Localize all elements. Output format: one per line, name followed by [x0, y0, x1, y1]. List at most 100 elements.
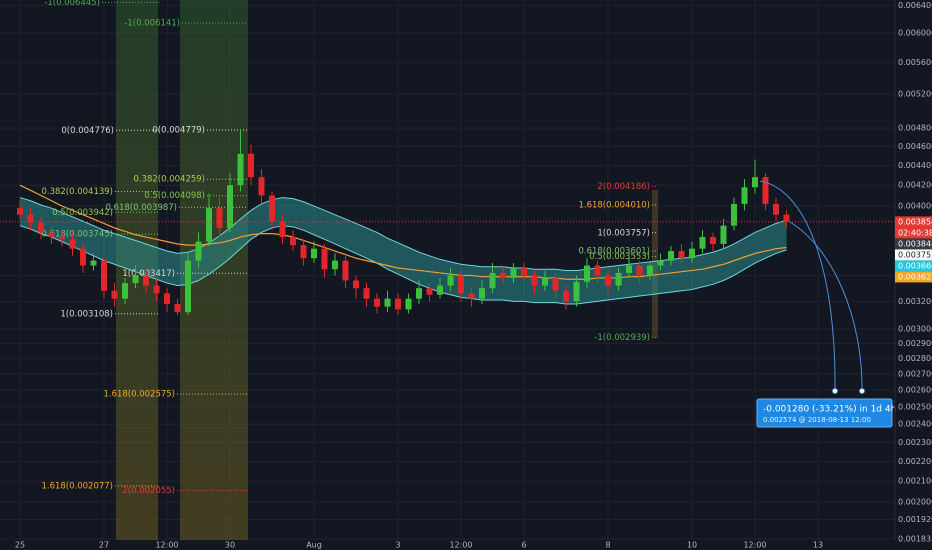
candle-body — [678, 251, 685, 259]
candle-body — [269, 195, 275, 222]
fib-label: 0(0.004776) — [61, 126, 114, 136]
price-tag-label: 0.003854 — [898, 217, 932, 226]
candle-body — [510, 267, 517, 278]
candle-body — [395, 298, 401, 310]
plot: -1(0.006445) -1(0.006141) 0(0.004776) 0(0.0… — [0, 0, 895, 496]
countdown-tag — [895, 227, 932, 239]
candle-body — [69, 239, 76, 249]
projection-point — [832, 388, 838, 394]
fib-label: 0(0.004779) — [152, 126, 205, 136]
candle-body — [48, 232, 55, 238]
candle-body — [363, 288, 370, 299]
candle-body — [720, 225, 727, 244]
countdown: 02:40:38 — [898, 228, 932, 237]
band-area — [20, 197, 787, 305]
fib-label: -1(0.006445) — [44, 0, 100, 8]
candle-body — [321, 248, 328, 270]
price-tag — [895, 216, 932, 228]
fib-label: 0.5(0.003942) — [52, 208, 113, 218]
candle-body — [615, 272, 622, 286]
x-tick-label: 13 — [813, 541, 823, 550]
candle-body — [206, 208, 212, 242]
candle-body — [237, 153, 244, 186]
candle-body — [258, 177, 265, 196]
price-tag — [895, 260, 932, 272]
fib-label: 1(0.003108) — [60, 309, 113, 319]
candle-body — [689, 248, 695, 259]
candle-body — [468, 293, 475, 299]
fib-label: 0.618(0.003987) — [105, 203, 177, 213]
candle-body — [500, 272, 506, 278]
candle-body — [300, 245, 307, 259]
fib-label: 1(0.003417) — [122, 269, 175, 279]
candle-body — [489, 272, 496, 289]
candle-body — [731, 203, 737, 226]
fib-label: 0.5(0.003553) — [589, 252, 650, 262]
candle-body — [447, 275, 454, 286]
candle-body — [437, 285, 443, 295]
candle-body — [80, 248, 86, 266]
candle-body — [17, 208, 23, 215]
candle-body — [647, 265, 653, 276]
candle-body — [174, 304, 181, 313]
fib-label: 0.382(0.004259) — [133, 175, 205, 185]
price-tag — [895, 238, 932, 250]
candle-body — [584, 265, 590, 282]
candle-body — [185, 260, 191, 313]
fib-label: -1(0.002939) — [594, 333, 650, 343]
candle-body — [416, 288, 422, 299]
candle-body — [353, 280, 359, 289]
x-tick-label: 30 — [225, 541, 235, 550]
candle-body — [279, 221, 286, 238]
candle-body — [773, 203, 779, 215]
x-tick-label: 12:00 — [155, 541, 178, 550]
candle-body — [195, 241, 202, 261]
projection-text: -0.001280 (-33.21%) in 1d 4h — [763, 405, 896, 415]
candle-body — [59, 237, 65, 240]
candle-body — [290, 237, 296, 246]
candle-body — [248, 153, 254, 178]
x-tick-label: 12:00 — [449, 541, 472, 550]
price-tag-label: 0.003622 — [898, 272, 932, 281]
y-tick-label: 0.001835 — [898, 534, 932, 543]
projection-box — [756, 398, 893, 428]
candle-body — [227, 185, 233, 228]
fib-label: 1.618(0.004010) — [578, 200, 650, 210]
candle-body — [752, 177, 758, 188]
candle-body — [710, 237, 716, 244]
candle-body — [699, 237, 706, 249]
projection-arrow — [759, 180, 836, 389]
ma-line — [19, 184, 787, 280]
candle-body — [342, 260, 349, 281]
x-tick-label: 6 — [521, 541, 526, 550]
candle-body — [90, 260, 97, 266]
x-tick-label: Aug — [306, 541, 322, 550]
x-tick-label: 12:00 — [743, 541, 766, 550]
candle-body — [216, 208, 223, 228]
candle-body — [521, 267, 527, 276]
fib-label: 1.618(0.002575) — [103, 390, 175, 400]
fib-label: 1.618(0.002077) — [41, 481, 113, 491]
candle-body — [479, 288, 485, 299]
price-tag-label: 0.003848 — [898, 239, 932, 248]
candle-body — [762, 177, 769, 204]
price-tag-label: 0.003666 — [898, 261, 932, 270]
candle-body — [741, 187, 748, 204]
candle-body — [384, 298, 391, 307]
candle-body — [594, 265, 601, 276]
